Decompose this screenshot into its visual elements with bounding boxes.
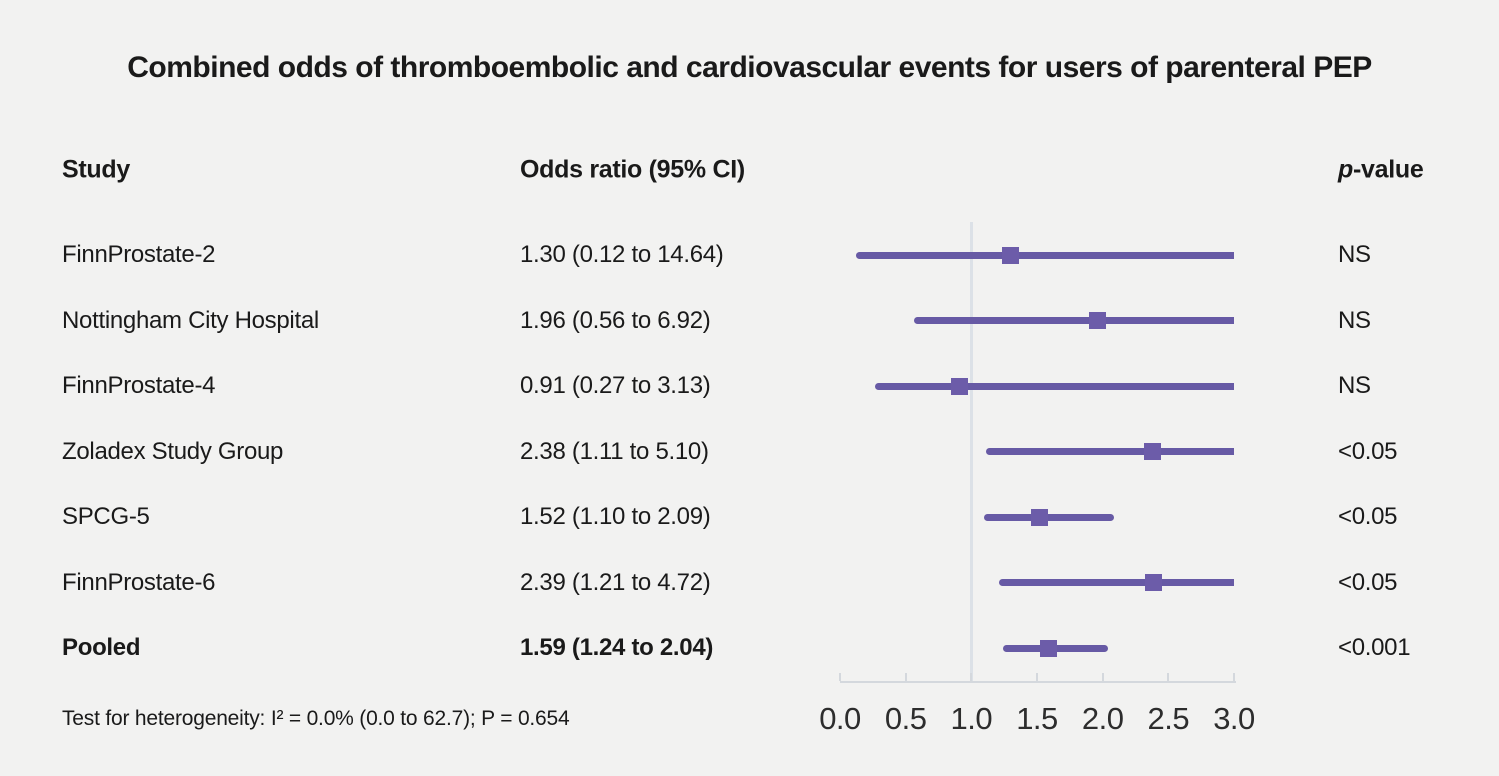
axis-tick-label: 3.0 [1213, 701, 1255, 736]
axis-tick [1101, 673, 1104, 681]
axis-tick [1036, 673, 1038, 681]
study-label: Nottingham City Hospital [62, 306, 319, 334]
odds-ratio-ci-value: 1.59 (1.24 to 2.04) [520, 634, 714, 661]
odds-ratio-ci-value: 0.91 (0.27 to 3.13) [520, 372, 711, 399]
confidence-interval-line [984, 513, 1115, 521]
axis-tick-label: 2.0 [1081, 701, 1124, 736]
study-label: SPCG-5 [62, 503, 150, 530]
confidence-interval-line [875, 382, 1234, 390]
axis-tick-label: 2.5 [1147, 701, 1190, 736]
odds-ratio-marker [1144, 443, 1162, 460]
reference-line-or-1 [969, 222, 973, 682]
p-value: <0.001 [1338, 634, 1411, 661]
column-header-odds-ratio: Odds ratio (95% CI) [520, 155, 745, 184]
axis-tick [970, 673, 973, 681]
p-value: NS [1338, 306, 1371, 334]
study-label: FinnProstate-4 [62, 372, 216, 399]
p-value-header-rest: -value [1352, 155, 1424, 184]
odds-ratio-marker [951, 377, 968, 395]
p-value: <0.05 [1338, 437, 1398, 465]
axis-tick [904, 673, 907, 681]
confidence-interval-line [913, 317, 1234, 324]
odds-ratio-marker [1145, 574, 1163, 591]
odds-ratio-ci-value: 2.39 (1.21 to 4.72) [520, 568, 711, 596]
x-axis-line [840, 681, 1236, 683]
heterogeneity-note: Test for heterogeneity: I² = 0.0% (0.0 t… [62, 707, 570, 730]
study-label: FinnProstate-6 [62, 568, 216, 596]
study-label: FinnProstate-2 [62, 241, 216, 268]
p-value: NS [1338, 372, 1371, 399]
axis-tick [1167, 673, 1170, 681]
p-value: <0.05 [1338, 503, 1398, 530]
odds-ratio-marker [1040, 639, 1058, 657]
confidence-interval-line [855, 251, 1234, 259]
axis-tick-label: 0.0 [819, 701, 861, 736]
axis-tick [1233, 673, 1235, 681]
odds-ratio-ci-value: 2.38 (1.11 to 5.10) [520, 437, 709, 465]
study-label: Zoladex Study Group [62, 437, 284, 465]
odds-ratio-marker [1002, 246, 1020, 264]
confidence-interval-line [985, 448, 1234, 455]
p-value: NS [1338, 241, 1371, 268]
odds-ratio-ci-value: 1.52 (1.10 to 2.09) [520, 503, 711, 530]
odds-ratio-marker [1031, 508, 1049, 526]
p-value: <0.05 [1338, 568, 1398, 596]
axis-tick-label: 1.0 [950, 701, 993, 736]
column-header-p-value: p-value [1338, 155, 1424, 185]
odds-ratio-ci-value: 1.96 (0.56 to 6.92) [520, 306, 711, 334]
figure-title: Combined odds of thromboembolic and card… [127, 51, 1372, 84]
odds-ratio-marker [1088, 312, 1106, 329]
column-header-study: Study [62, 155, 130, 184]
confidence-interval-line [998, 579, 1234, 586]
odds-ratio-ci-value: 1.30 (0.12 to 14.64) [520, 241, 724, 268]
study-label: Pooled [62, 634, 141, 661]
p-value-header-italic-p: p [1338, 155, 1353, 184]
axis-tick [839, 673, 841, 681]
axis-tick-label: 0.5 [884, 701, 927, 736]
axis-tick-label: 1.5 [1016, 701, 1058, 736]
